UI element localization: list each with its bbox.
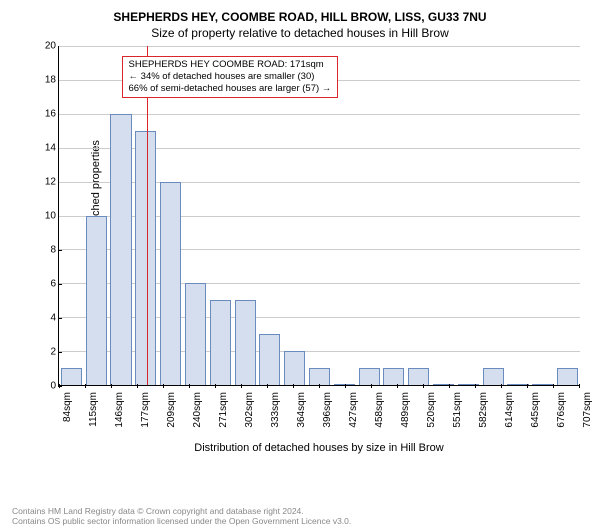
y-tick-label: 4 xyxy=(32,313,56,324)
y-tick-label: 20 xyxy=(32,41,56,52)
annotation-line: ← 34% of detached houses are smaller (30… xyxy=(129,71,332,83)
footer: Contains HM Land Registry data © Crown c… xyxy=(12,506,600,526)
x-tick-mark xyxy=(449,384,450,388)
x-tick-mark xyxy=(579,384,580,388)
x-tick-label: 520sqm xyxy=(426,392,437,428)
y-tick-label: 6 xyxy=(32,279,56,290)
x-tick-label: 551sqm xyxy=(452,392,463,428)
x-tick-label: 489sqm xyxy=(400,392,411,428)
bar xyxy=(383,368,404,385)
y-tick-label: 2 xyxy=(32,347,56,358)
bar xyxy=(507,384,528,385)
x-tick-mark xyxy=(319,384,320,388)
bar xyxy=(284,351,305,385)
x-tick-label: 614sqm xyxy=(504,392,515,428)
footer-line: Contains OS public sector information li… xyxy=(12,516,600,526)
y-tick-label: 12 xyxy=(32,177,56,188)
x-tick-mark xyxy=(293,384,294,388)
x-tick-label: 458sqm xyxy=(374,392,385,428)
x-tick-mark xyxy=(501,384,502,388)
bar xyxy=(433,384,454,385)
grid-area: SHEPHERDS HEY COOMBE ROAD: 171sqm← 34% o… xyxy=(58,46,580,386)
x-tick-mark xyxy=(189,384,190,388)
x-ticks: 84sqm 115sqm 146sqm 177sqm 209sqm 240sqm 271sq… xyxy=(46,388,592,448)
bar xyxy=(408,368,429,385)
bar xyxy=(185,283,206,385)
bar xyxy=(61,368,82,385)
annotation-line: SHEPHERDS HEY COOMBE ROAD: 171sqm xyxy=(129,59,332,71)
x-tick-mark xyxy=(267,384,268,388)
bar xyxy=(110,114,131,385)
x-tick-mark xyxy=(241,384,242,388)
y-ticks: 02468101214161820 xyxy=(30,46,56,386)
bar xyxy=(86,216,107,386)
footer-line: Contains HM Land Registry data © Crown c… xyxy=(12,506,600,516)
x-tick-label: 676sqm xyxy=(556,392,567,428)
annotation-line: 66% of semi-detached houses are larger (… xyxy=(129,83,332,95)
annotation-box: SHEPHERDS HEY COOMBE ROAD: 171sqm← 34% o… xyxy=(122,56,339,98)
x-tick-label: 707sqm xyxy=(582,392,593,428)
x-tick-mark xyxy=(475,384,476,388)
x-tick-mark xyxy=(371,384,372,388)
bar xyxy=(259,334,280,385)
bar xyxy=(235,300,256,385)
x-tick-mark xyxy=(137,384,138,388)
x-tick-label: 209sqm xyxy=(166,392,177,428)
x-tick-mark xyxy=(111,384,112,388)
x-tick-label: 427sqm xyxy=(348,392,359,428)
x-tick-mark xyxy=(59,384,60,388)
bar xyxy=(557,368,578,385)
bar xyxy=(309,368,330,385)
bar xyxy=(160,182,181,385)
x-tick-label: 396sqm xyxy=(322,392,333,428)
x-tick-mark xyxy=(163,384,164,388)
bar xyxy=(532,384,553,385)
plot-area: Number of detached properties 0246810121… xyxy=(58,46,580,386)
x-tick-label: 582sqm xyxy=(478,392,489,428)
y-tick-label: 14 xyxy=(32,143,56,154)
x-tick-mark xyxy=(215,384,216,388)
x-tick-label: 364sqm xyxy=(296,392,307,428)
chart-container: SHEPHERDS HEY, COOMBE ROAD, HILL BROW, L… xyxy=(0,0,600,500)
x-tick-label: 84sqm xyxy=(62,392,73,422)
x-tick-label: 177sqm xyxy=(140,392,151,428)
x-tick-mark xyxy=(527,384,528,388)
x-tick-label: 271sqm xyxy=(218,392,229,428)
chart-title-main: SHEPHERDS HEY, COOMBE ROAD, HILL BROW, L… xyxy=(12,10,588,24)
x-tick-mark xyxy=(423,384,424,388)
y-tick-label: 18 xyxy=(32,75,56,86)
x-tick-label: 240sqm xyxy=(192,392,203,428)
x-tick-label: 645sqm xyxy=(530,392,541,428)
y-tick-label: 8 xyxy=(32,245,56,256)
x-tick-label: 333sqm xyxy=(270,392,281,428)
x-tick-label: 302sqm xyxy=(244,392,255,428)
x-tick-mark xyxy=(553,384,554,388)
y-tick-label: 16 xyxy=(32,109,56,120)
x-tick-mark xyxy=(345,384,346,388)
x-tick-mark xyxy=(85,384,86,388)
x-tick-label: 146sqm xyxy=(114,392,125,428)
bar xyxy=(359,368,380,385)
bar xyxy=(210,300,231,385)
x-tick-label: 115sqm xyxy=(88,392,99,427)
y-tick-label: 10 xyxy=(32,211,56,222)
x-tick-mark xyxy=(397,384,398,388)
bar xyxy=(483,368,504,385)
chart-title-sub: Size of property relative to detached ho… xyxy=(12,26,588,40)
